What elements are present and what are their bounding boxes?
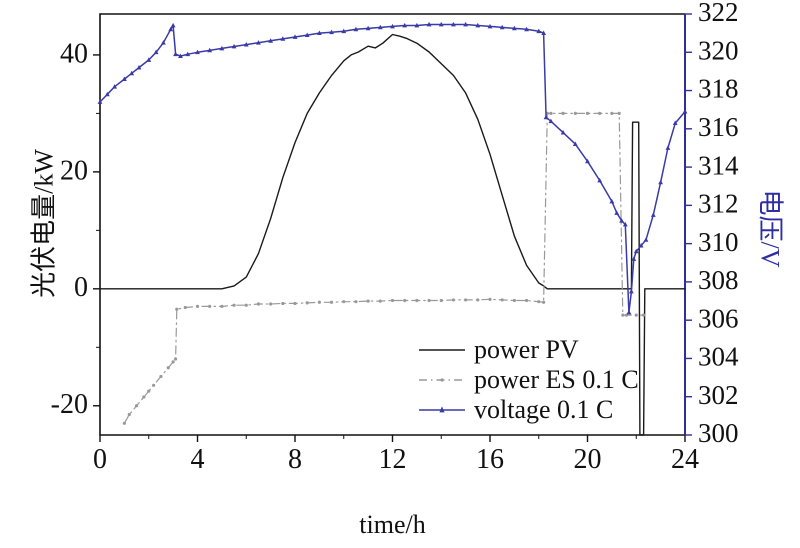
legend-item-power-es: power ES 0.1 C [418,366,639,393]
svg-text:16: 16 [476,444,504,475]
svg-text:308: 308 [698,265,739,295]
svg-text:12: 12 [379,444,407,475]
svg-text:8: 8 [288,444,302,475]
svg-text:312: 312 [698,189,739,219]
svg-text:20: 20 [574,444,602,475]
x-axis-label: time/h [359,510,426,539]
legend-line-sample-pv [419,348,465,351]
svg-text:4: 4 [191,444,205,475]
legend-item-power-pv: power PV [418,336,639,363]
svg-text:304: 304 [698,342,739,372]
svg-text:40: 40 [60,38,88,69]
legend-line-sample-es [419,377,465,382]
legend-label: power PV [474,334,579,364]
svg-text:20: 20 [60,155,88,186]
svg-text:310: 310 [698,227,739,257]
svg-text:318: 318 [698,74,739,104]
svg-text:24: 24 [671,444,699,475]
y-axis-label-left: 光伏电量/kW [29,149,59,298]
legend-label: voltage 0.1 C [474,394,614,424]
svg-text:322: 322 [698,0,739,27]
svg-text:302: 302 [698,380,739,410]
svg-text:316: 316 [698,112,739,142]
svg-text:-20: -20 [51,389,88,420]
legend-line-sample-voltage [419,405,465,412]
svg-text:320: 320 [698,35,739,65]
svg-text:306: 306 [698,303,739,333]
svg-text:0: 0 [74,272,88,303]
svg-text:314: 314 [698,150,739,180]
legend-label: power ES 0.1 C [474,364,639,394]
svg-text:0: 0 [93,444,107,475]
y-axis-label-right: 电压/V [755,189,785,268]
legend-item-voltage: voltage 0.1 C [418,396,639,423]
chart-legend: power PV power ES 0.1 C voltage 0.1 C [418,336,639,423]
svg-text:300: 300 [698,418,739,448]
